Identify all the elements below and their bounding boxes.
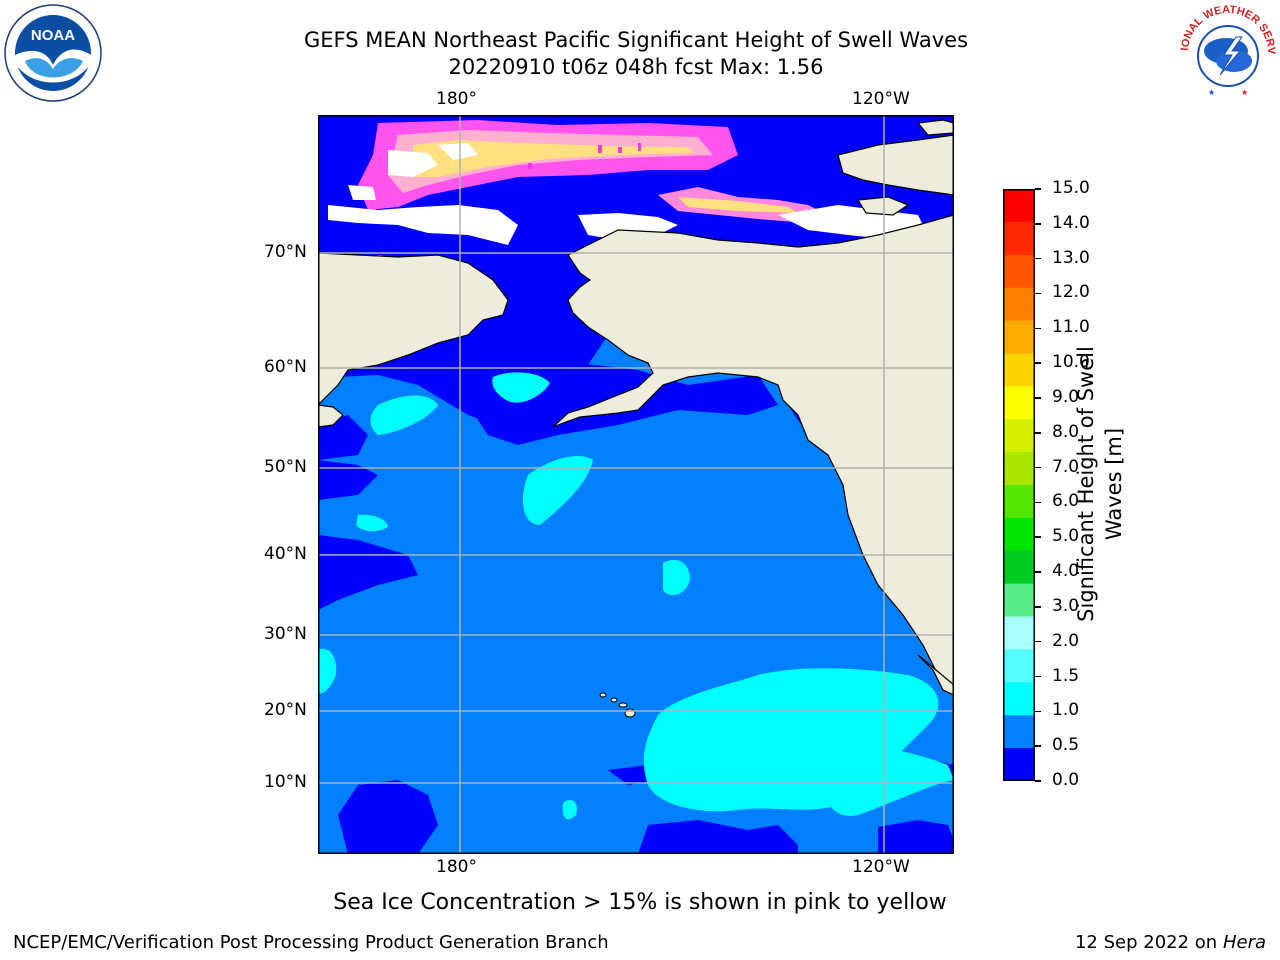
colorbar-tick-mark xyxy=(1035,362,1041,364)
colorbar-band xyxy=(1003,583,1035,618)
colorbar-band xyxy=(1003,419,1035,453)
colorbar-tick-mark xyxy=(1035,466,1041,469)
lat-label-10n: 10°N xyxy=(264,772,307,792)
footer-machine: Hera xyxy=(1222,932,1266,953)
colorbar-tick-label: 10.0 xyxy=(1052,352,1090,373)
lat-label-40n: 40°N xyxy=(264,544,307,564)
colorbar-band xyxy=(1003,682,1035,716)
colorbar-band xyxy=(1003,715,1035,749)
footer-branch: NCEP/EMC/Verification Post Processing Pr… xyxy=(13,932,609,953)
colorbar-tick-mark xyxy=(1035,327,1041,330)
colorbar-tick-mark xyxy=(1035,536,1041,538)
colorbar-tick-label: 9.0 xyxy=(1052,386,1080,407)
chart-title-line1: GEFS MEAN Northeast Pacific Significant … xyxy=(303,28,969,52)
colorbar-tick-mark xyxy=(1035,675,1041,678)
colorbar-label-line1: Significant Height of Swell xyxy=(1074,346,1098,622)
lat-label-70n: 70°N xyxy=(264,242,307,262)
colorbar-tick-mark xyxy=(1035,257,1041,260)
svg-text:★: ★ xyxy=(1208,88,1215,97)
footer-date-text: 12 Sep 2022 on xyxy=(1074,932,1218,953)
colorbar-tick-mark xyxy=(1035,606,1041,608)
colorbar xyxy=(1003,189,1035,781)
colorbar-band xyxy=(1003,452,1035,486)
colorbar-tick-label: 5.0 xyxy=(1052,526,1080,547)
lon-label-bottom-180: 180° xyxy=(436,857,477,877)
colorbar-tick-label: 11.0 xyxy=(1052,317,1090,338)
graticule xyxy=(318,115,954,854)
colorbar-band xyxy=(1003,287,1035,322)
colorbar-tick-label: 13.0 xyxy=(1052,247,1090,268)
lat-label-20n: 20°N xyxy=(264,700,307,720)
lon-label-top-180: 180° xyxy=(436,89,477,109)
colorbar-band xyxy=(1003,550,1035,585)
colorbar-tick-label: 4.0 xyxy=(1052,561,1080,582)
colorbar-tick-label: 8.0 xyxy=(1052,421,1080,442)
colorbar-tick-mark xyxy=(1035,745,1041,747)
colorbar-tick-mark xyxy=(1035,188,1041,190)
sea-ice-note: Sea Ice Concentration > 15% is shown in … xyxy=(333,890,947,915)
colorbar-tick-label: 14.0 xyxy=(1052,212,1090,233)
nws-logo: NATIONAL WEATHER SERVICE ★ ★ xyxy=(1178,3,1277,101)
colorbar-band xyxy=(1003,221,1035,256)
lat-label-50n: 50°N xyxy=(264,457,307,477)
colorbar-tick-mark xyxy=(1035,432,1041,434)
colorbar-tick-mark xyxy=(1035,292,1041,295)
colorbar-band xyxy=(1003,748,1035,781)
colorbar-tick-mark xyxy=(1035,223,1041,225)
noaa-logo: NOAA xyxy=(4,4,102,102)
lon-label-top-120w: 120°W xyxy=(852,89,910,109)
colorbar-tick-label: 0.0 xyxy=(1052,770,1080,790)
swell-mid-regions xyxy=(318,372,954,820)
colorbar-label-line2: Waves [m] xyxy=(1102,427,1126,541)
colorbar-band xyxy=(1003,353,1035,387)
colorbar-tick-label: 2.0 xyxy=(1052,630,1080,651)
colorbar-band xyxy=(1003,616,1035,650)
colorbar-tick-label: 15.0 xyxy=(1052,178,1090,198)
colorbar-tick-label: 0.5 xyxy=(1052,735,1080,756)
colorbar-tick-mark xyxy=(1035,571,1041,573)
colorbar-tick-label: 3.0 xyxy=(1052,595,1080,616)
footer-date: 12 Sep 2022 on Hera xyxy=(1075,932,1266,953)
swell-height-map xyxy=(318,115,954,854)
map-frame xyxy=(318,115,954,854)
colorbar-band xyxy=(1003,386,1035,420)
lat-label-30n: 30°N xyxy=(264,624,307,644)
chart-title-line2: 20220910 t06z 048h fcst Max: 1.56 xyxy=(448,55,824,79)
colorbar-band xyxy=(1003,189,1035,223)
colorbar-tick-label: 12.0 xyxy=(1052,282,1090,303)
svg-text:★: ★ xyxy=(1241,88,1248,97)
colorbar-band xyxy=(1003,254,1035,289)
colorbar-frame xyxy=(1003,189,1035,781)
colorbar-band xyxy=(1003,649,1035,683)
colorbar-tick-mark xyxy=(1035,501,1041,504)
colorbar-tick-mark xyxy=(1035,710,1041,713)
colorbar-tick-label: 6.0 xyxy=(1052,491,1080,512)
colorbar-band xyxy=(1003,517,1035,552)
colorbar-tick-mark xyxy=(1035,780,1041,782)
colorbar-tick-mark xyxy=(1035,397,1041,399)
lon-label-bottom-120w: 120°W xyxy=(852,857,910,877)
colorbar-tick-label: 1.5 xyxy=(1052,665,1080,686)
colorbar-tick-label: 1.0 xyxy=(1052,700,1080,721)
colorbar-tick-label: 7.0 xyxy=(1052,456,1080,477)
colorbar-band xyxy=(1003,485,1035,519)
colorbar-tick-mark xyxy=(1035,640,1041,643)
colorbar-band xyxy=(1003,320,1035,354)
lat-label-60n: 60°N xyxy=(264,357,307,377)
noaa-logo-text: NOAA xyxy=(31,27,75,44)
